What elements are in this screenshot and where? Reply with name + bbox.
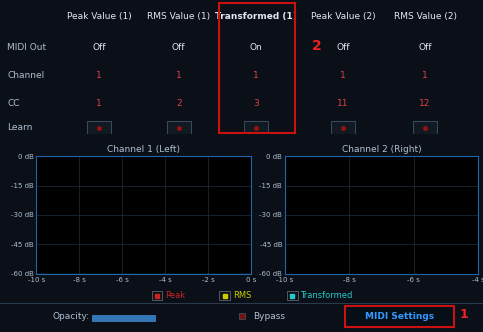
FancyBboxPatch shape	[413, 121, 437, 134]
Text: RMS Value (2): RMS Value (2)	[394, 12, 456, 21]
Text: 2: 2	[312, 39, 322, 53]
FancyBboxPatch shape	[152, 291, 162, 300]
Title: Channel 1 (Left): Channel 1 (Left)	[107, 145, 180, 154]
Text: 1: 1	[253, 71, 259, 80]
Text: RMS Value (1): RMS Value (1)	[147, 12, 210, 21]
FancyBboxPatch shape	[244, 121, 268, 134]
Text: Transformed: Transformed	[300, 291, 353, 300]
FancyBboxPatch shape	[345, 306, 454, 327]
Text: Off: Off	[336, 42, 350, 51]
FancyBboxPatch shape	[219, 291, 230, 300]
Text: 1: 1	[176, 71, 182, 80]
Text: Bypass: Bypass	[254, 312, 285, 321]
Text: Off: Off	[172, 42, 185, 51]
Text: 1: 1	[422, 71, 428, 80]
Text: 1: 1	[460, 308, 469, 321]
Title: Channel 2 (Right): Channel 2 (Right)	[342, 145, 421, 154]
Text: Peak Value (1): Peak Value (1)	[67, 12, 131, 21]
Text: Off: Off	[92, 42, 106, 51]
FancyBboxPatch shape	[287, 291, 298, 300]
Text: RMS: RMS	[233, 291, 251, 300]
Text: MIDI Settings: MIDI Settings	[365, 312, 434, 321]
Text: 3: 3	[253, 99, 259, 108]
Text: Peak Value (2): Peak Value (2)	[311, 12, 375, 21]
FancyBboxPatch shape	[92, 315, 155, 321]
FancyBboxPatch shape	[331, 121, 355, 134]
Text: Transformed (1): Transformed (1)	[215, 12, 297, 21]
Text: MIDI Out: MIDI Out	[7, 42, 46, 51]
Text: Learn: Learn	[7, 123, 33, 132]
FancyBboxPatch shape	[167, 121, 191, 134]
Text: 1: 1	[340, 71, 346, 80]
Text: CC: CC	[7, 99, 20, 108]
Text: 1: 1	[96, 99, 102, 108]
Text: Channel: Channel	[7, 71, 44, 80]
Text: Off: Off	[418, 42, 432, 51]
Text: 11: 11	[337, 99, 349, 108]
Text: On: On	[250, 42, 262, 51]
FancyBboxPatch shape	[87, 121, 111, 134]
Text: Opacity:: Opacity:	[52, 312, 89, 321]
Text: 1: 1	[96, 71, 102, 80]
Text: 12: 12	[419, 99, 431, 108]
Text: Peak: Peak	[165, 291, 185, 300]
Text: 2: 2	[176, 99, 182, 108]
